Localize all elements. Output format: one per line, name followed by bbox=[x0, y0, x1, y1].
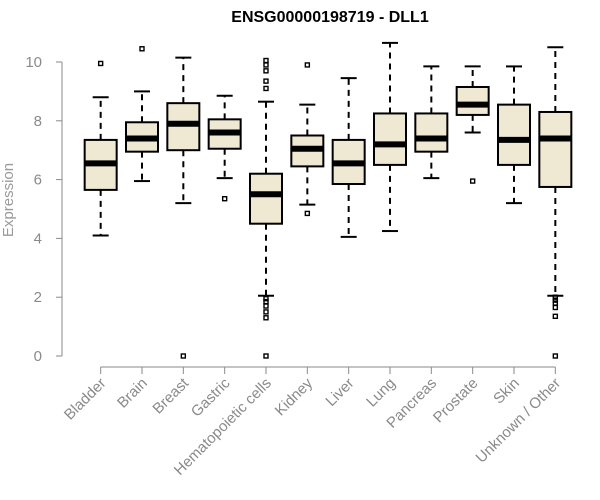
y-tick-label: 4 bbox=[34, 230, 42, 247]
outlier-point bbox=[263, 78, 269, 84]
outlier-point bbox=[304, 210, 311, 217]
x-tick-label: Breast bbox=[149, 374, 192, 417]
y-tick-label: 6 bbox=[34, 172, 42, 189]
outlier-point bbox=[180, 353, 187, 359]
box-group bbox=[331, 77, 366, 238]
outlier-point bbox=[263, 57, 269, 64]
box-iqr bbox=[249, 172, 283, 225]
outlier-point bbox=[552, 313, 559, 320]
outlier-point bbox=[304, 62, 311, 68]
outlier-point bbox=[263, 309, 269, 315]
outlier-point bbox=[552, 297, 559, 303]
box-iqr bbox=[414, 112, 449, 153]
box-group bbox=[290, 62, 325, 217]
box-group bbox=[166, 56, 201, 359]
box-group bbox=[455, 65, 490, 184]
boxes-group bbox=[83, 41, 573, 359]
outlier-point bbox=[552, 300, 559, 306]
y-tick-label: 10 bbox=[25, 54, 42, 71]
box-group bbox=[83, 60, 118, 237]
outlier-point bbox=[263, 353, 269, 359]
outlier-point bbox=[139, 46, 145, 52]
x-tick-label: Liver bbox=[322, 375, 357, 410]
x-tick-label: Kidney bbox=[272, 374, 317, 419]
y-axis-label: Expression bbox=[0, 163, 17, 237]
box-iqr bbox=[538, 110, 573, 188]
outlier-point bbox=[552, 353, 559, 359]
box-group bbox=[207, 94, 242, 202]
x-tick-label: Prostate bbox=[430, 375, 482, 427]
outlier-point bbox=[263, 68, 269, 74]
box-iqr bbox=[373, 112, 407, 166]
y-tick-label: 2 bbox=[34, 289, 42, 306]
outlier-point bbox=[97, 60, 104, 67]
box-group bbox=[414, 65, 449, 180]
x-tick-label: Bladder bbox=[61, 375, 110, 424]
outlier-point bbox=[263, 303, 269, 309]
outlier-point bbox=[552, 304, 559, 311]
chart-title: ENSG00000198719 - DLL1 bbox=[231, 9, 429, 26]
box-group bbox=[249, 57, 283, 359]
outlier-point bbox=[263, 315, 269, 321]
outlier-point bbox=[221, 196, 228, 202]
box-iqr bbox=[455, 85, 490, 116]
x-tick-label: Lung bbox=[363, 375, 399, 411]
outlier-point bbox=[469, 178, 476, 184]
outlier-point bbox=[263, 85, 269, 92]
box-group bbox=[497, 65, 531, 205]
outlier-point bbox=[263, 298, 269, 305]
x-tick-label: Brain bbox=[114, 375, 151, 412]
box-group bbox=[538, 46, 573, 359]
x-tick-label: Skin bbox=[490, 375, 523, 408]
y-tick-label: 0 bbox=[34, 348, 42, 365]
y-tick-label: 8 bbox=[34, 113, 42, 130]
box-group bbox=[125, 46, 159, 183]
outlier-point bbox=[263, 295, 269, 302]
y-axis: 0 2 4 6 8 10 bbox=[25, 54, 63, 365]
box-iqr bbox=[497, 103, 531, 166]
box-group bbox=[373, 41, 407, 233]
outlier-point bbox=[552, 294, 559, 300]
outlier-point bbox=[263, 62, 269, 68]
